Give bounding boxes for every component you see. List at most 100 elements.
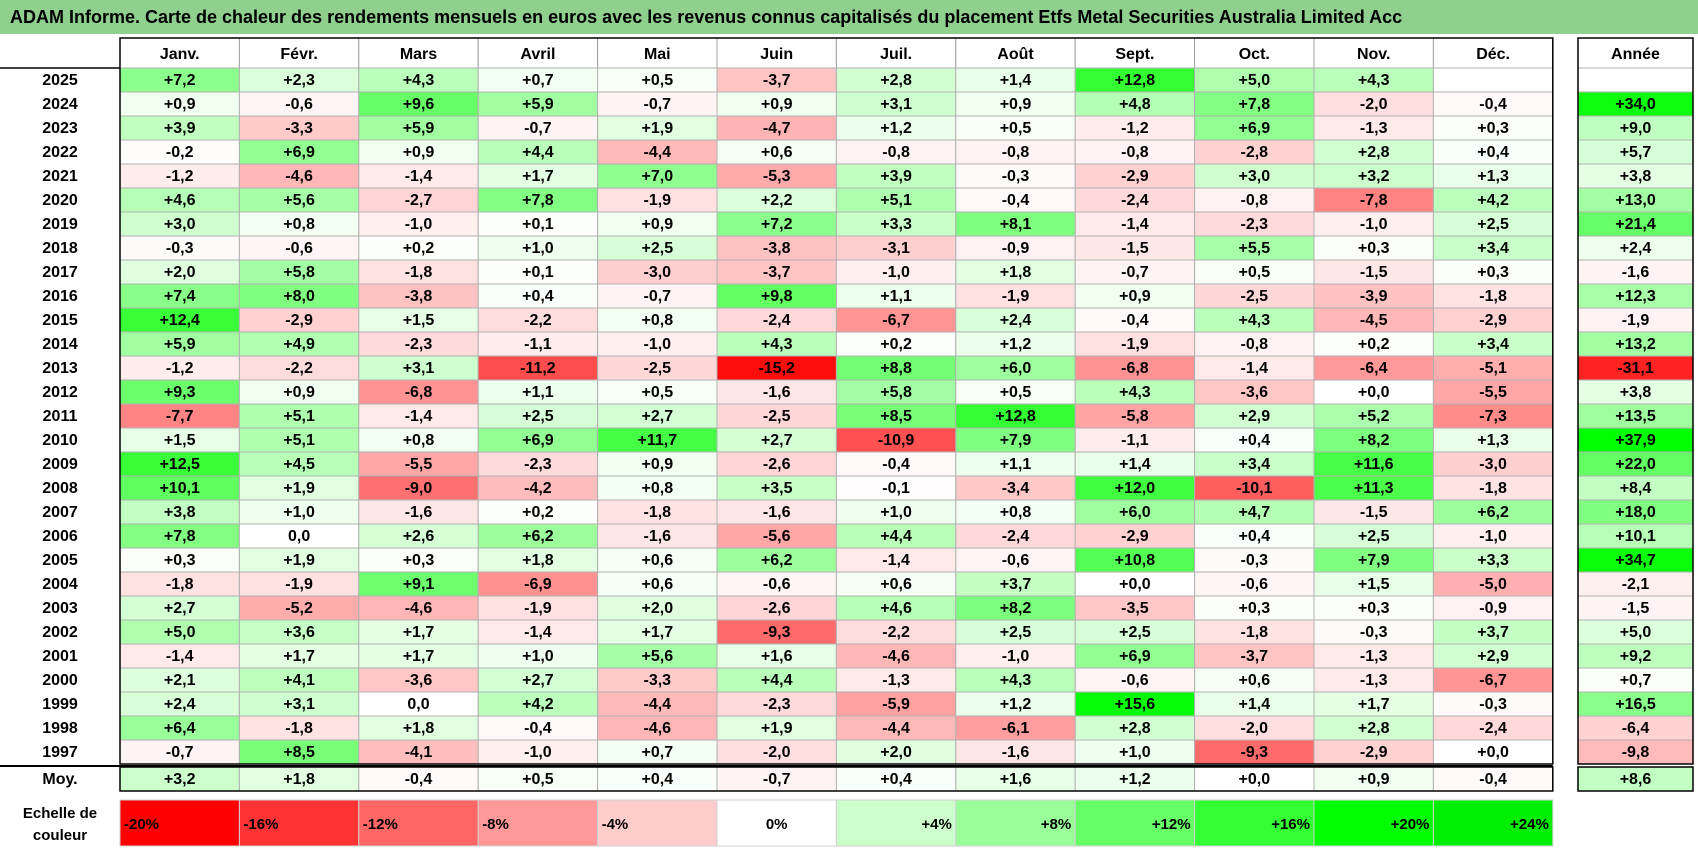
color-scale-step-label: -4% (602, 816, 629, 833)
cell-value: +0,3 (1239, 600, 1271, 617)
annual-cell (1577, 91, 1694, 117)
heatmap-cell (955, 379, 1076, 405)
heatmap-cell (1074, 259, 1196, 285)
cell-value: +0,9 (164, 96, 196, 113)
annual-value: -6,4 (1622, 720, 1650, 737)
annual-value: +5,7 (1620, 144, 1652, 161)
cell-value: +0,1 (522, 264, 554, 281)
heatmap-cell (1313, 115, 1434, 141)
month-header-11: Nov. (1357, 46, 1390, 63)
annual-cell (1577, 67, 1694, 93)
cell-value: +3,2 (1358, 168, 1390, 185)
average-value: -0,7 (763, 771, 791, 788)
cell-value: +0,0 (1119, 576, 1151, 593)
cell-value: -1,6 (405, 504, 433, 521)
cell-value: -0,3 (1241, 552, 1269, 569)
cell-value: +9,8 (761, 288, 793, 305)
cell-value: -0,4 (882, 456, 910, 473)
cell-value: -0,8 (1002, 144, 1030, 161)
cell-value: -2,0 (763, 744, 791, 761)
cell-value: +2,8 (1358, 144, 1390, 161)
average-value: +1,6 (1000, 771, 1032, 788)
annual-value: +34,7 (1615, 552, 1656, 569)
annual-header: Année (1611, 46, 1660, 63)
cell-value: -1,8 (285, 720, 313, 737)
cell-value: -2,9 (1479, 312, 1507, 329)
cell-value: +0,5 (642, 384, 674, 401)
heatmap-cell (597, 523, 718, 549)
cell-value: -1,4 (1241, 360, 1269, 377)
cell-value: +0,6 (642, 552, 674, 569)
heatmap-cell (835, 571, 957, 597)
cell-value: +0,5 (1000, 384, 1032, 401)
cell-value: +2,5 (1000, 624, 1032, 641)
cell-value: +0,5 (642, 72, 674, 89)
cell-value: +8,2 (1358, 432, 1390, 449)
annual-value: +16,5 (1615, 696, 1656, 713)
cell-value: -2,2 (524, 312, 552, 329)
cell-value: +2,9 (1477, 648, 1509, 665)
heatmap-cell (1074, 403, 1196, 429)
year-label: 2003 (42, 600, 78, 617)
cell-value: +2,8 (1119, 720, 1151, 737)
cell-value: -2,9 (285, 312, 313, 329)
heatmap-cell (1432, 427, 1554, 453)
cell-value: +2,5 (1477, 216, 1509, 233)
color-scale-swatch (1432, 799, 1554, 847)
cell-value: -1,0 (644, 336, 672, 353)
cell-value: -1,5 (1360, 264, 1388, 281)
cell-value: -0,9 (1479, 600, 1507, 617)
year-label: 2008 (42, 480, 78, 497)
cell-value: -1,6 (763, 504, 791, 521)
color-scale-swatch (835, 799, 957, 847)
heatmap-cell (358, 115, 479, 141)
cell-value: +0,2 (403, 240, 435, 257)
cell-value: 0,0 (407, 696, 429, 713)
cell-value: -1,2 (166, 168, 194, 185)
cell-value: +5,0 (164, 624, 196, 641)
cell-value: -4,1 (405, 744, 433, 761)
cell-value: +0,9 (283, 384, 315, 401)
year-label: 1997 (42, 744, 78, 761)
annual-value: +34,0 (1615, 96, 1656, 113)
heatmap-cell (835, 523, 957, 549)
heatmap-cell (597, 91, 718, 117)
cell-value: +3,9 (164, 120, 196, 137)
heatmap-cell (1432, 739, 1554, 765)
heatmap-cell (1074, 355, 1196, 381)
cell-value: -1,3 (1360, 120, 1388, 137)
cell-value: +1,0 (522, 240, 554, 257)
heatmap-cell (477, 619, 599, 645)
cell-value: -3,0 (644, 264, 672, 281)
heatmap-cell (955, 331, 1076, 357)
heatmap-cell (835, 91, 957, 117)
cell-value: +0,8 (403, 432, 435, 449)
average-cell (1313, 766, 1434, 792)
cell-value: -6,7 (1479, 672, 1507, 689)
cell-value: -1,4 (882, 552, 910, 569)
year-label: 2001 (42, 648, 78, 665)
cell-value: +3,3 (880, 216, 912, 233)
cell-value: -2,2 (285, 360, 313, 377)
cell-value: -3,5 (1121, 600, 1149, 617)
cell-value: +0,4 (522, 288, 554, 305)
cell-value: -2,2 (882, 624, 910, 641)
heatmap-cell (1074, 139, 1196, 165)
cell-value: +1,1 (880, 288, 912, 305)
heatmap-cell (119, 403, 240, 429)
cell-value: -1,3 (1360, 648, 1388, 665)
cell-value: +5,1 (283, 432, 315, 449)
month-header-cell (1432, 37, 1554, 69)
average-annual-cell (1577, 766, 1694, 792)
heatmap-cell (358, 451, 479, 477)
heatmap-cell (477, 283, 599, 309)
cell-value: +1,7 (642, 624, 674, 641)
heatmap-cell (238, 235, 360, 261)
cell-value: +5,0 (1239, 72, 1271, 89)
color-scale-step-label: -8% (482, 816, 509, 833)
cell-value: +1,3 (1477, 432, 1509, 449)
cell-value: +0,6 (880, 576, 912, 593)
heatmap-cell (1194, 283, 1315, 309)
annual-value: +13,2 (1615, 336, 1656, 353)
cell-value: -6,7 (882, 312, 910, 329)
